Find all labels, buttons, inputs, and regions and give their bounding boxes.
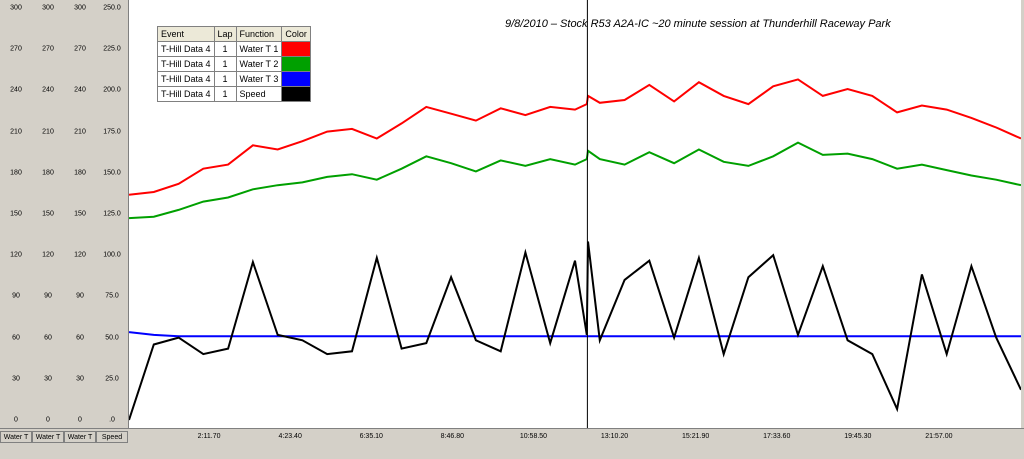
x-tick-label: 6:35.10: [359, 433, 383, 440]
series-line-water-t-2: [128, 141, 1022, 220]
y-tick-label: 75.0: [105, 292, 119, 300]
y-tick-label: 250.0: [103, 4, 121, 12]
y-tick-label: 120: [42, 251, 54, 259]
legend-event: T-Hill Data 4: [157, 71, 215, 87]
time-axis-bar: [0, 428, 1024, 459]
y-tick-label: 30: [76, 375, 84, 383]
x-tick-label: 21:57.00: [925, 433, 953, 440]
y-tick-label: 210: [42, 128, 54, 136]
y-axis-2: 300 270 240 210 180 150 120 90 60 30 0: [32, 0, 65, 428]
legend-lap: 1: [213, 71, 237, 87]
x-tick-label: 13:10.20: [600, 433, 629, 440]
y-tick-label: 200.0: [103, 86, 121, 94]
series-line-speed: [128, 241, 1022, 421]
y-tick-label: 0: [46, 416, 50, 424]
y-tick-label: 90: [44, 292, 52, 300]
y-tick-label: 240: [42, 86, 54, 94]
legend-lap: 1: [213, 41, 237, 57]
legend-lap: 1: [213, 56, 237, 72]
y-tick-label: 300: [42, 4, 54, 12]
y-tick-label: 0: [14, 416, 18, 424]
legend-header-function: Function: [235, 26, 283, 42]
y-tick-label: 270: [74, 45, 86, 53]
y-tick-label: .0: [109, 416, 115, 424]
legend-event: T-Hill Data 4: [157, 86, 215, 102]
x-tick-label: 2:11.70: [197, 433, 221, 440]
legend-function: Water T 3: [235, 71, 283, 87]
y-tick-label: 150: [74, 210, 86, 218]
legend-color-swatch: [281, 71, 311, 87]
x-tick-label: 19:45.30: [844, 433, 872, 440]
axis-name-button[interactable]: Speed: [96, 431, 128, 443]
legend-row[interactable]: T-Hill Data 4 1 Water T 1: [157, 41, 311, 57]
y-tick-label: 150: [42, 210, 54, 218]
y-tick-label: 0: [78, 416, 82, 424]
legend-color-swatch: [281, 86, 311, 102]
y-tick-label: 120: [10, 251, 22, 259]
y-tick-label: 210: [74, 128, 86, 136]
y-tick-label: 60: [44, 334, 52, 342]
y-tick-label: 225.0: [103, 45, 121, 53]
y-tick-label: 90: [12, 292, 20, 300]
axis-name-button[interactable]: Water T: [0, 431, 32, 443]
legend-function: Speed: [235, 86, 283, 102]
y-tick-label: 300: [74, 4, 86, 12]
y-tick-label: 150: [10, 210, 22, 218]
legend-event: T-Hill Data 4: [157, 56, 215, 72]
legend-event: T-Hill Data 4: [157, 41, 215, 57]
axis-name-button[interactable]: Water T: [32, 431, 64, 443]
y-tick-label: 270: [10, 45, 22, 53]
y-tick-label: 30: [44, 375, 52, 383]
legend-header-color: Color: [281, 26, 311, 42]
y-tick-label: 300: [10, 4, 22, 12]
x-tick-label: 8:46.80: [440, 433, 465, 440]
y-tick-label: 30: [12, 375, 20, 383]
y-tick-label: 60: [76, 334, 84, 342]
y-tick-label: 240: [74, 86, 86, 94]
legend-row[interactable]: T-Hill Data 4 1 Water T 3: [157, 71, 311, 87]
axis-name-button[interactable]: Water T: [64, 431, 96, 443]
legend-header-lap: Lap: [213, 26, 237, 42]
x-tick-label: 4:23.40: [278, 433, 302, 440]
y-tick-label: 50.0: [105, 334, 119, 342]
line-chart: [128, 0, 1022, 428]
y-tick-label: 270: [42, 45, 54, 53]
legend-color-swatch: [281, 41, 311, 57]
legend-row[interactable]: T-Hill Data 4 1 Water T 2: [157, 56, 311, 72]
y-tick-label: 210: [10, 128, 22, 136]
y-tick-label: 240: [10, 86, 22, 94]
y-axis-1: 300 270 240 210 180 150 120 90 60 30 0: [0, 0, 33, 428]
y-tick-label: 100.0: [103, 251, 121, 259]
x-tick-label: 17:33.60: [763, 433, 791, 440]
legend-function: Water T 2: [235, 56, 283, 72]
y-tick-label: 60: [12, 334, 20, 342]
series-line-water-t-1: [128, 78, 1022, 196]
x-tick-label: 15:21.90: [682, 433, 710, 440]
y-tick-label: 120: [74, 251, 86, 259]
x-tick-label: 10:58.50: [519, 433, 548, 440]
y-tick-label: 180: [74, 169, 86, 177]
chart-title: 9/8/2010 – Stock R53 A2A-IC ~20 minute s…: [505, 18, 891, 30]
y-tick-label: 125.0: [103, 210, 121, 218]
series-line-water-t-3: [128, 331, 1021, 338]
legend-lap: 1: [213, 86, 237, 102]
y-tick-label: 175.0: [103, 128, 121, 136]
y-tick-label: 90: [76, 292, 84, 300]
legend-header-event: Event: [157, 26, 215, 42]
y-axis-3: 300 270 240 210 180 150 120 90 60 30 0: [64, 0, 97, 428]
y-tick-label: 180: [10, 169, 22, 177]
y-tick-label: 25.0: [105, 375, 119, 383]
y-axis-4: 250.0 225.0 200.0 175.0 150.0 125.0 100.0 75.0 5…: [96, 0, 129, 428]
legend-row[interactable]: T-Hill Data 4 1 Speed: [157, 86, 311, 102]
legend-color-swatch: [281, 56, 311, 72]
y-tick-label: 150.0: [103, 169, 121, 177]
legend-function: Water T 1: [235, 41, 283, 57]
y-tick-label: 180: [42, 169, 54, 177]
